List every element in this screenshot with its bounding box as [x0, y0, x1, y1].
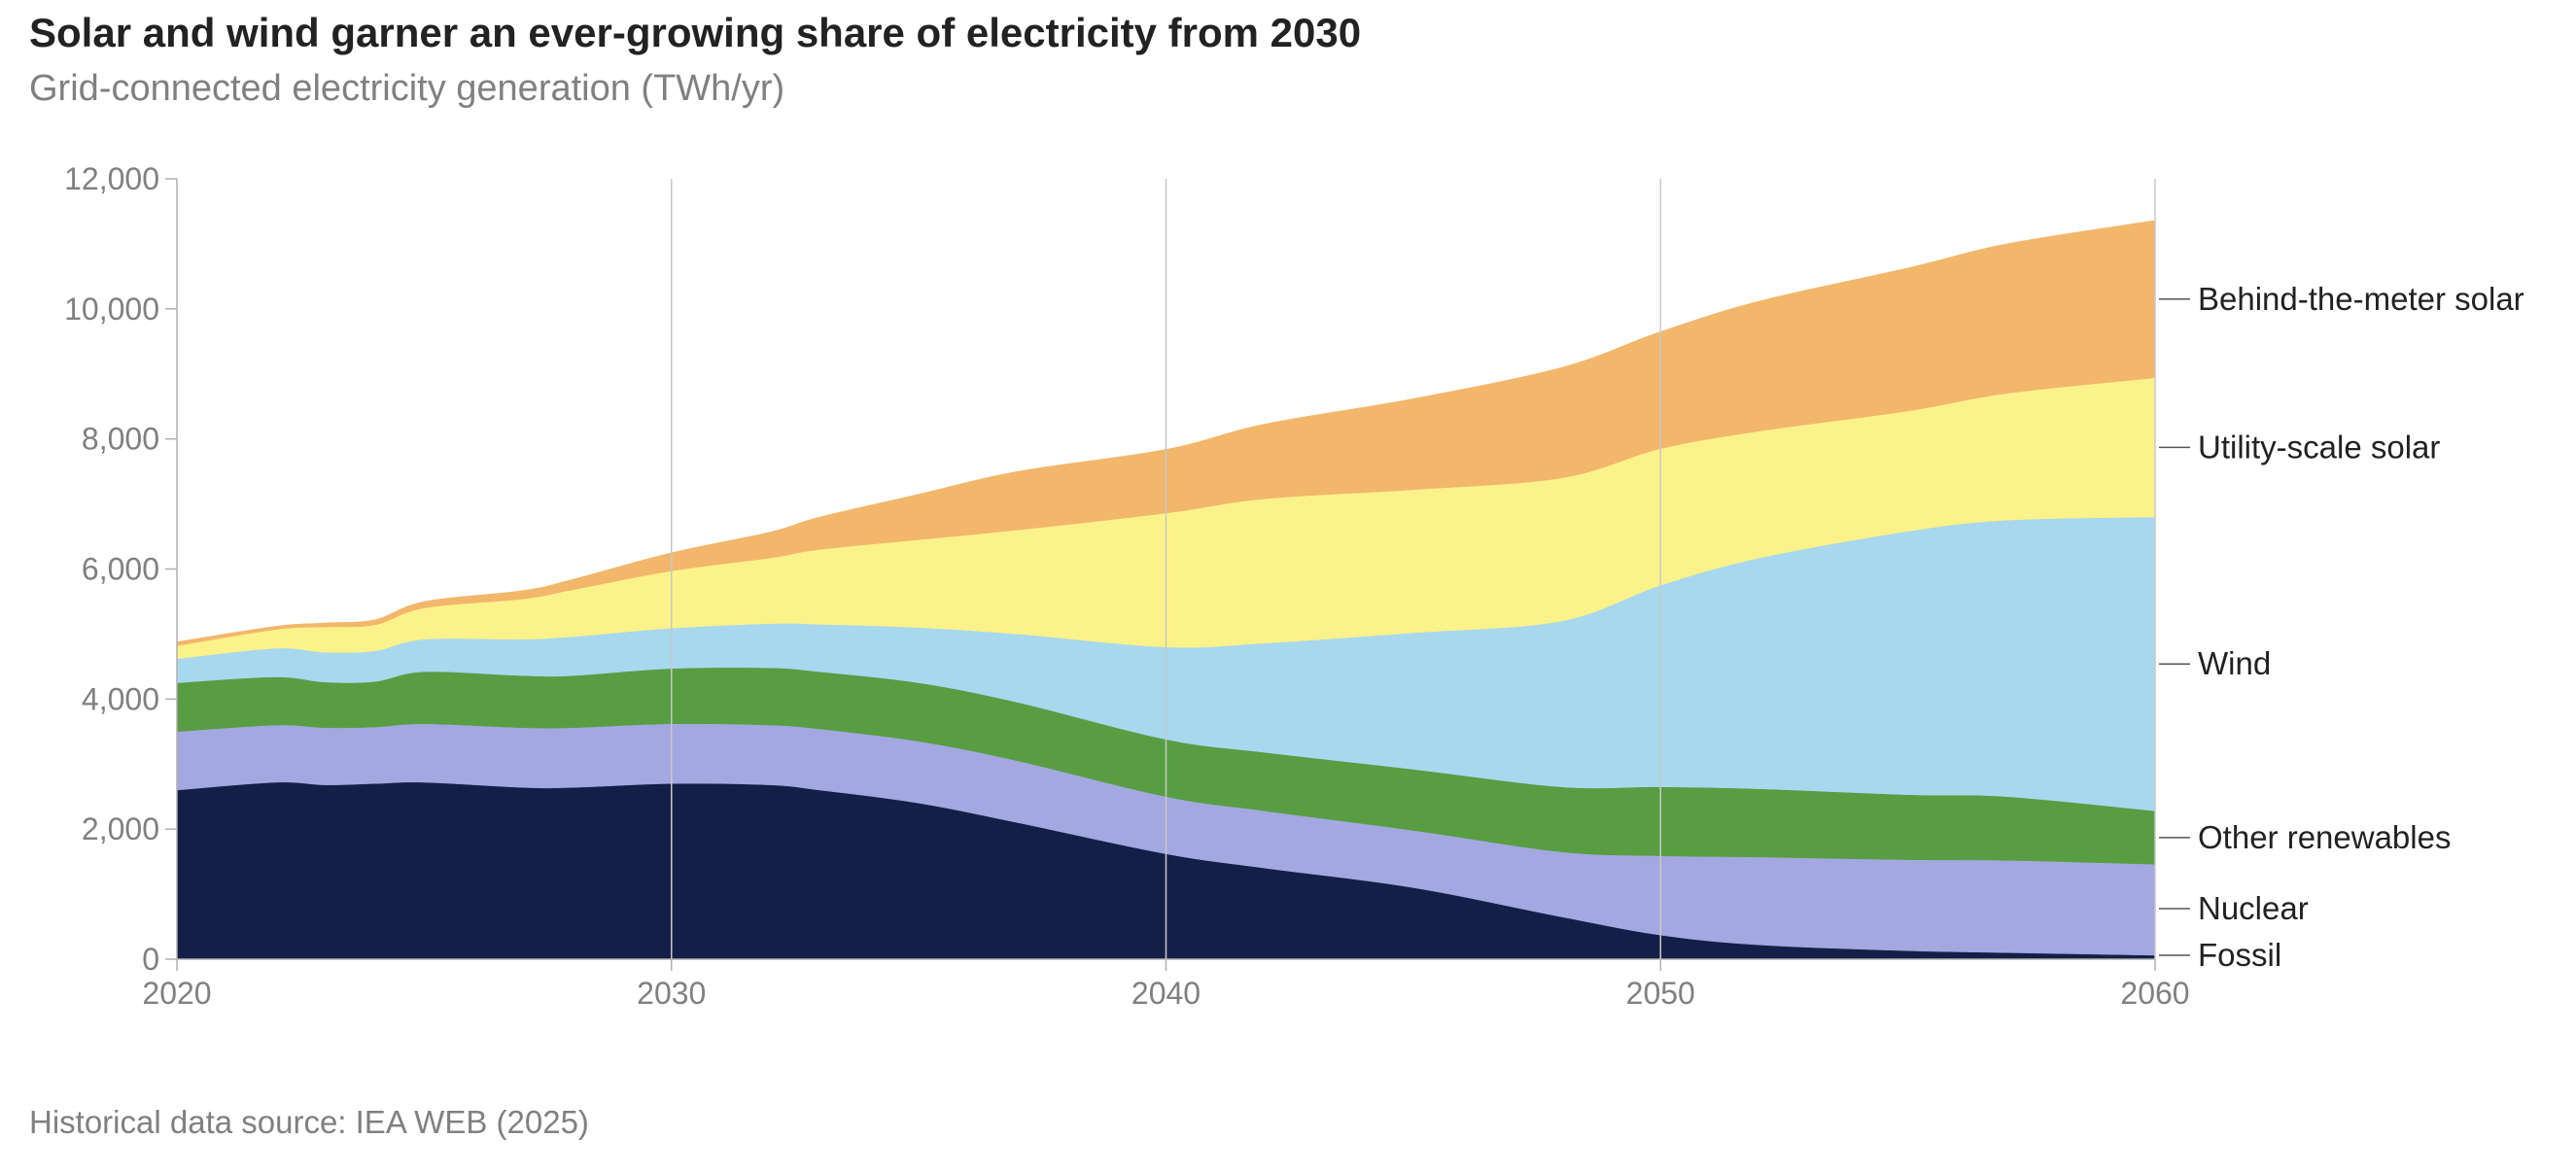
- grid-layer: [671, 179, 2156, 959]
- legend-label-utility-scale-solar: Utility-scale solar: [2198, 429, 2440, 465]
- x-tick-label: 2040: [1131, 976, 1201, 1011]
- x-tick-label: 2060: [2120, 976, 2189, 1011]
- y-tick-label: 0: [142, 942, 159, 977]
- y-tick-label: 10,000: [64, 292, 159, 327]
- legend-label-other-renewables: Other renewables: [2198, 819, 2451, 855]
- x-tick-label: 2020: [142, 976, 211, 1011]
- x-tick-label: 2030: [637, 976, 706, 1011]
- x-tick-label: 2050: [1626, 976, 1695, 1011]
- legend-label-fossil: Fossil: [2198, 937, 2281, 973]
- y-tick-label: 12,000: [64, 161, 159, 196]
- data-source-note: Historical data source: IEA WEB (2025): [29, 1104, 589, 1140]
- y-tick-label: 8,000: [82, 422, 159, 457]
- legend-label-behind-the-meter-solar: Behind-the-meter solar: [2198, 281, 2524, 317]
- legend-label-nuclear: Nuclear: [2198, 890, 2309, 926]
- legend-label-wind: Wind: [2198, 645, 2271, 681]
- y-tick-label: 6,000: [82, 552, 159, 587]
- chart-title: Solar and wind garner an ever-growing sh…: [29, 10, 1362, 55]
- y-tick-label: 2,000: [82, 811, 159, 846]
- legend-layer: Fossil Nuclear Other renewables Wind Utility…: [2159, 281, 2524, 973]
- chart-subtitle: Grid-connected electricity generation (T…: [29, 68, 785, 109]
- y-tick-label: 4,000: [82, 681, 159, 716]
- axis-layer: 0 2,000 4,000 6,000 8,000 10,000 12,000 2020 203…: [64, 161, 2189, 1011]
